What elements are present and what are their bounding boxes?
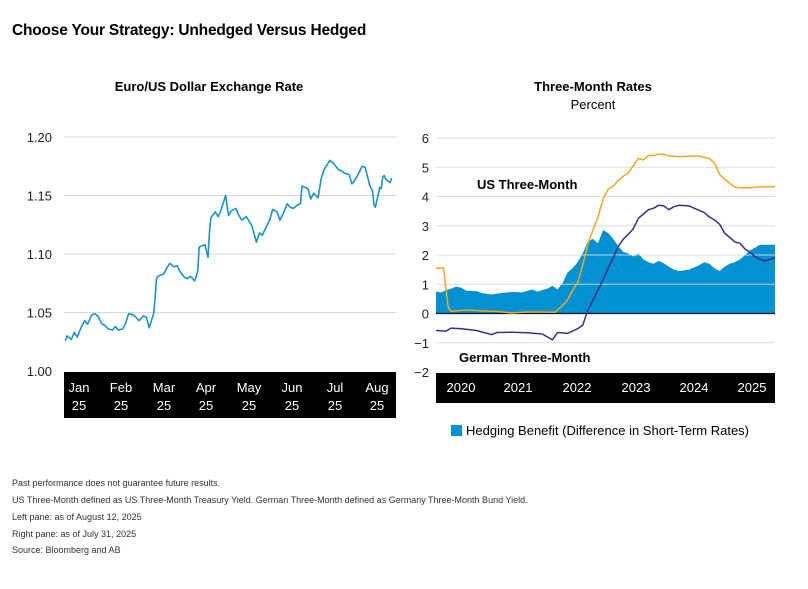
right-chart-grid xyxy=(436,137,775,344)
left-x-tick-month: May xyxy=(237,380,262,395)
right-chart-y-ticks: −2 −1 0 1 2 3 4 5 6 xyxy=(414,131,429,380)
left-x-tick-month: Jan xyxy=(69,380,90,395)
left-x-tick-month: Jul xyxy=(327,380,344,395)
left-x-tick-year: 25 xyxy=(157,398,171,413)
de-series-label: German Three-Month xyxy=(459,350,591,365)
right-x-tick-year: 2022 xyxy=(563,380,592,395)
footnote-source: Source: Bloomberg and AB xyxy=(12,545,121,555)
right-y-tick-label: −1 xyxy=(414,336,429,351)
hedging-benefit-area xyxy=(436,230,775,314)
legend-swatch xyxy=(451,425,462,436)
right-x-axis-band xyxy=(436,373,775,403)
left-x-tick-year: 25 xyxy=(72,398,86,413)
left-x-tick-year: 25 xyxy=(370,398,384,413)
left-x-axis-band xyxy=(64,372,396,418)
eurusd-line xyxy=(64,159,393,341)
left-x-tick-month: Feb xyxy=(110,380,132,395)
left-y-tick-label: 1.10 xyxy=(27,247,52,262)
right-chart-x-axis: 2020 2021 2022 2023 2024 2025 xyxy=(436,373,775,403)
legend-label: Hedging Benefit (Difference in Short-Ter… xyxy=(466,423,749,438)
right-x-tick-year: 2025 xyxy=(738,380,767,395)
right-x-tick-year: 2023 xyxy=(622,380,651,395)
footnote-definition: US Three-Month defined as US Three-Month… xyxy=(12,495,528,505)
right-y-tick-label: −2 xyxy=(414,365,429,380)
chart-legend: Hedging Benefit (Difference in Short-Ter… xyxy=(451,423,749,438)
footnote-left-pane-date: Left pane: as of August 12, 2025 xyxy=(12,512,142,522)
right-chart-series xyxy=(435,153,776,341)
right-x-tick-year: 2024 xyxy=(680,380,709,395)
left-chart-title: Euro/US Dollar Exchange Rate xyxy=(114,79,304,94)
right-chart-title: Three-Month Rates xyxy=(534,79,652,94)
left-chart-x-axis: Jan 25 Feb 25 Mar 25 Apr 25 May 25 Jun 25 Jul 25 Aug 25 xyxy=(64,372,396,418)
left-x-tick-year: 25 xyxy=(114,398,128,413)
left-x-tick-year: 25 xyxy=(242,398,256,413)
right-x-tick-year: 2021 xyxy=(504,380,533,395)
right-chart-subtitle: Percent xyxy=(570,97,616,112)
right-y-tick-label: 4 xyxy=(422,190,429,205)
right-y-tick-label: 6 xyxy=(422,131,429,146)
right-chart-area xyxy=(436,230,775,314)
left-y-tick-label: 1.05 xyxy=(27,306,52,321)
right-y-tick-label: 5 xyxy=(422,160,429,175)
left-chart-grid xyxy=(64,136,396,313)
left-y-tick-label: 1.00 xyxy=(27,364,52,379)
us-three-month-line xyxy=(435,153,775,314)
right-y-tick-label: 0 xyxy=(422,307,429,322)
left-chart-series xyxy=(64,159,393,341)
right-x-tick-year: 2020 xyxy=(447,380,476,395)
footnote-right-pane-date: Right pane: as of July 31, 2025 xyxy=(12,529,137,539)
right-y-tick-label: 3 xyxy=(422,219,429,234)
left-x-tick-year: 25 xyxy=(199,398,213,413)
us-series-label: US Three-Month xyxy=(477,177,577,192)
left-x-tick-year: 25 xyxy=(285,398,299,413)
left-y-tick-label: 1.20 xyxy=(27,130,52,145)
left-y-tick-label: 1.15 xyxy=(27,189,52,204)
german-three-month-line xyxy=(435,204,776,341)
right-y-tick-label: 2 xyxy=(422,248,429,263)
left-x-tick-month: Apr xyxy=(196,380,217,395)
left-x-tick-month: Aug xyxy=(365,380,388,395)
right-y-tick-label: 1 xyxy=(422,277,429,292)
left-x-tick-year: 25 xyxy=(328,398,342,413)
page-title: Choose Your Strategy: Unhedged Versus He… xyxy=(12,22,367,39)
footnote-disclaimer: Past performance does not guarantee futu… xyxy=(12,478,221,488)
left-chart-y-ticks: 1.00 1.05 1.10 1.15 1.20 xyxy=(27,130,52,379)
left-x-tick-month: Jun xyxy=(282,380,303,395)
left-x-tick-month: Mar xyxy=(153,380,176,395)
